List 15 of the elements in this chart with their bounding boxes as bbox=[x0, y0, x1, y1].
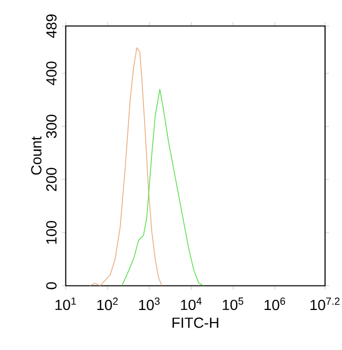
y-tick-label: 100 bbox=[46, 220, 57, 244]
y-tick-label: 200 bbox=[46, 168, 57, 192]
x-axis-title: FITC-H bbox=[172, 318, 218, 328]
x-tick-label: 10$^{5}$ bbox=[222, 298, 244, 310]
y-tick-label: 0 bbox=[46, 282, 57, 290]
y-tick-label: 489 bbox=[46, 14, 57, 38]
y-tick-label: 300 bbox=[46, 114, 57, 138]
x-tick-label: 10$^{6}$ bbox=[264, 298, 286, 310]
x-tick-label: 10$^{1}$ bbox=[55, 298, 76, 310]
x-tick-label: 10$^{7.2}$ bbox=[310, 298, 340, 310]
x-tick-label: 10$^{2}$ bbox=[97, 298, 118, 310]
y-tick-label: 400 bbox=[46, 62, 57, 86]
y-axis-title: Count bbox=[31, 136, 42, 175]
x-tick-label: 10$^{4}$ bbox=[180, 298, 202, 310]
x-tick-label: 10$^{3}$ bbox=[139, 298, 160, 310]
